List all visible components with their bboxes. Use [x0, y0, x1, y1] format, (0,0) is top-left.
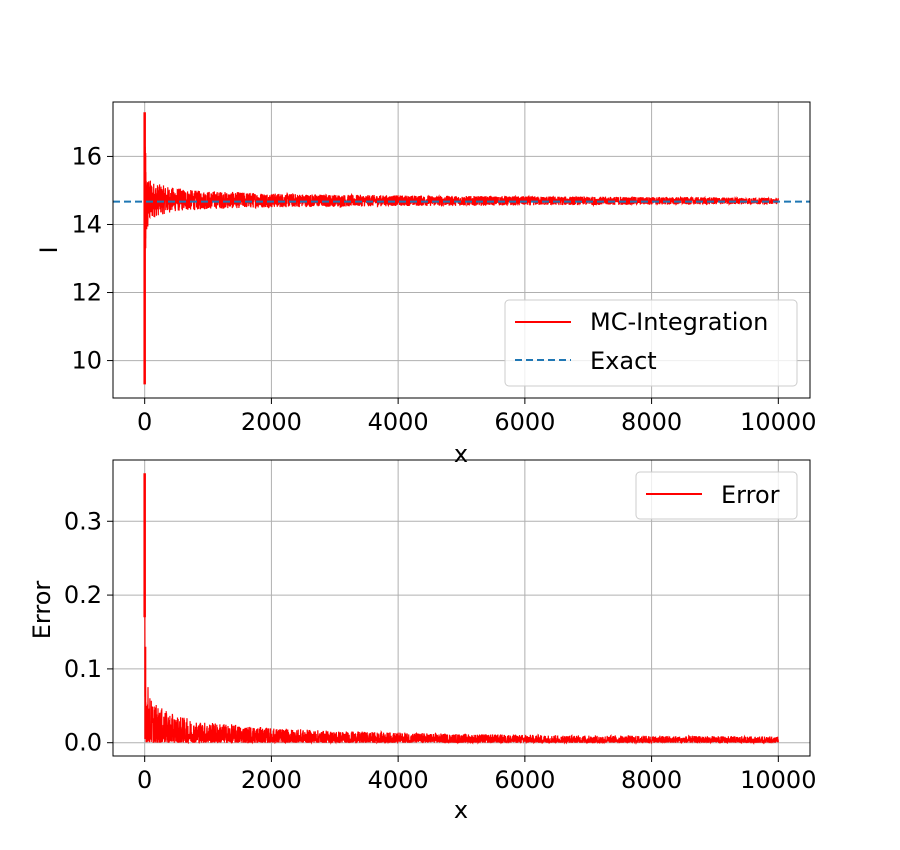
x-tick-label: 2000 [241, 766, 302, 794]
legend-error-label: Error [721, 481, 780, 509]
legend-exact-label: Exact [590, 347, 657, 375]
x-tick-label: 10000 [740, 408, 816, 436]
x-tick-label: 0 [137, 408, 152, 436]
y-tick-label: 14 [71, 210, 102, 238]
x-tick-label: 10000 [740, 766, 816, 794]
integral-x-ticks: 0 2000 4000 6000 8000 10000 [137, 398, 816, 436]
error-y-axis-label: Error [28, 581, 56, 640]
x-tick-label: 4000 [368, 408, 429, 436]
error-legend: Error [635, 471, 798, 520]
x-tick-label: 6000 [494, 766, 555, 794]
error-x-axis-label: x [454, 796, 468, 824]
y-tick-label: 16 [71, 142, 102, 170]
x-tick-label: 4000 [368, 766, 429, 794]
integral-legend-box [504, 299, 798, 387]
legend-mc-label: MC-Integration [590, 308, 768, 336]
integral-y-axis-label: I [35, 246, 63, 253]
x-tick-label: 2000 [241, 408, 302, 436]
integral-y-ticks: 10 12 14 16 [71, 142, 113, 375]
error-x-ticks: 0 2000 4000 6000 8000 10000 [137, 756, 816, 794]
integral-panel: 0 2000 4000 6000 8000 10000 10 12 14 16 x I MC-I… [35, 101, 816, 468]
integral-axes-frame [112, 101, 811, 399]
integral-legend: MC-Integration Exact [504, 299, 798, 387]
y-tick-label: 12 [71, 279, 102, 307]
error-axes-frame [112, 459, 811, 757]
integral-plot-area [113, 112, 810, 385]
y-tick-label: 10 [71, 347, 102, 375]
error-legend-box [635, 471, 798, 520]
error-series-line [144, 490, 779, 746]
series-layer [143, 473, 779, 746]
integral-grid [113, 102, 810, 398]
y-tick-label: 0.3 [64, 507, 102, 535]
error-panel: 0 2000 4000 6000 8000 10000 0.0 0.1 0.2 0.3 x Er… [28, 459, 816, 824]
x-tick-label: 8000 [621, 766, 682, 794]
y-tick-label: 0.2 [64, 581, 102, 609]
integral-x-axis-label: x [454, 440, 468, 468]
y-tick-label: 0.1 [64, 655, 102, 683]
y-tick-label: 0.0 [64, 729, 102, 757]
x-tick-label: 8000 [621, 408, 682, 436]
error-plot-area [143, 473, 779, 746]
error-y-ticks: 0.0 0.1 0.2 0.3 [64, 507, 113, 757]
series-layer [113, 112, 810, 385]
x-tick-label: 0 [137, 766, 152, 794]
x-tick-label: 6000 [494, 408, 555, 436]
mc-integration-series-line [144, 146, 779, 266]
